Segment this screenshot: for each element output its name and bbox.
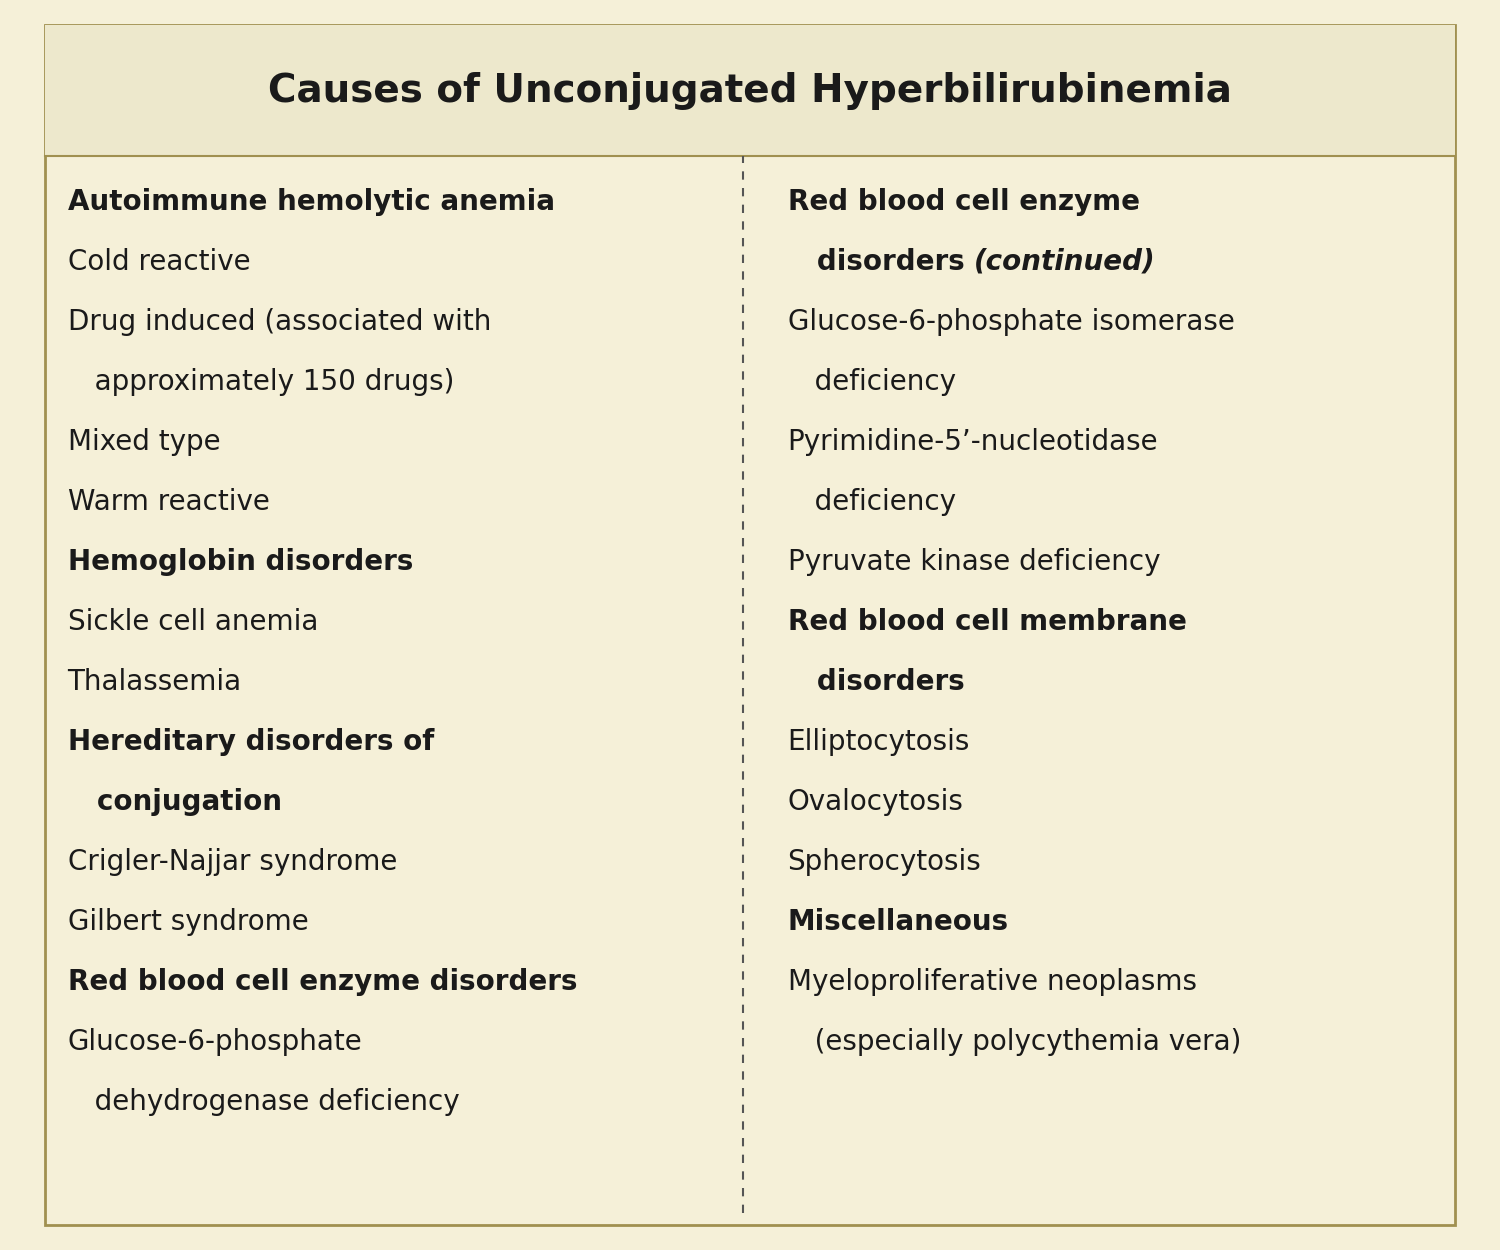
Text: Thalassemia: Thalassemia — [68, 668, 242, 695]
Text: Hemoglobin disorders: Hemoglobin disorders — [68, 548, 413, 575]
Text: Warm reactive: Warm reactive — [68, 488, 270, 515]
Text: Glucose-6-phosphate: Glucose-6-phosphate — [68, 1028, 363, 1055]
Text: Mixed type: Mixed type — [68, 428, 220, 455]
Text: Ovalocytosis: Ovalocytosis — [788, 788, 963, 815]
Text: Gilbert syndrome: Gilbert syndrome — [68, 908, 309, 935]
Text: Glucose-6-phosphate isomerase: Glucose-6-phosphate isomerase — [788, 308, 1234, 335]
Text: Myeloproliferative neoplasms: Myeloproliferative neoplasms — [788, 968, 1197, 995]
Text: Sickle cell anemia: Sickle cell anemia — [68, 608, 318, 635]
Text: (especially polycythemia vera): (especially polycythemia vera) — [788, 1028, 1240, 1055]
Text: dehydrogenase deficiency: dehydrogenase deficiency — [68, 1088, 459, 1115]
Text: Hereditary disorders of: Hereditary disorders of — [68, 728, 434, 755]
Text: deficiency: deficiency — [788, 488, 956, 515]
Text: Causes of Unconjugated Hyperbilirubinemia: Causes of Unconjugated Hyperbilirubinemi… — [268, 71, 1232, 110]
Text: Miscellaneous: Miscellaneous — [788, 908, 1008, 935]
Text: Pyruvate kinase deficiency: Pyruvate kinase deficiency — [788, 548, 1160, 575]
Text: Red blood cell enzyme: Red blood cell enzyme — [788, 188, 1140, 215]
Text: Red blood cell enzyme disorders: Red blood cell enzyme disorders — [68, 968, 578, 995]
Bar — [45, 25, 1455, 156]
Text: approximately 150 drugs): approximately 150 drugs) — [68, 368, 454, 395]
Text: Red blood cell membrane: Red blood cell membrane — [788, 608, 1186, 635]
Text: deficiency: deficiency — [788, 368, 956, 395]
Text: Crigler-Najjar syndrome: Crigler-Najjar syndrome — [68, 848, 398, 875]
Text: Spherocytosis: Spherocytosis — [788, 848, 981, 875]
Text: Cold reactive: Cold reactive — [68, 248, 251, 275]
Text: disorders: disorders — [788, 248, 974, 275]
Text: Pyrimidine-5’-nucleotidase: Pyrimidine-5’-nucleotidase — [788, 428, 1158, 455]
Text: disorders: disorders — [788, 668, 964, 695]
Text: Elliptocytosis: Elliptocytosis — [788, 728, 970, 755]
Text: (continued): (continued) — [974, 248, 1155, 275]
Text: Autoimmune hemolytic anemia: Autoimmune hemolytic anemia — [68, 188, 555, 215]
Text: conjugation: conjugation — [68, 788, 282, 815]
Text: Drug induced (associated with: Drug induced (associated with — [68, 308, 491, 335]
